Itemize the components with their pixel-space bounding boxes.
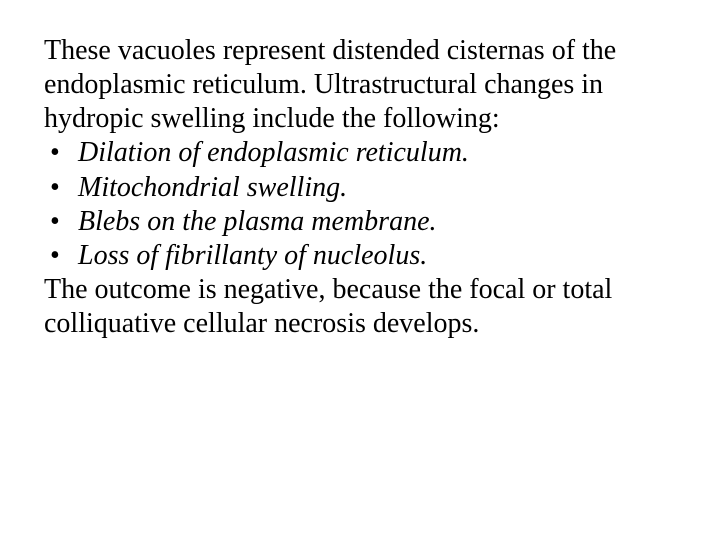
- outro-paragraph: The outcome is negative, because the foc…: [44, 273, 676, 341]
- list-item: Blebs on the plasma membrane.: [44, 205, 676, 239]
- list-item: Mitochondrial swelling.: [44, 171, 676, 205]
- intro-paragraph: These vacuoles represent distended ciste…: [44, 34, 676, 136]
- list-item: Dilation of endoplasmic reticulum.: [44, 136, 676, 170]
- bullet-list: Dilation of endoplasmic reticulum. Mitoc…: [44, 136, 676, 273]
- slide-body: These vacuoles represent distended ciste…: [0, 0, 720, 540]
- list-item: Loss of fibrillanty of nucleolus.: [44, 239, 676, 273]
